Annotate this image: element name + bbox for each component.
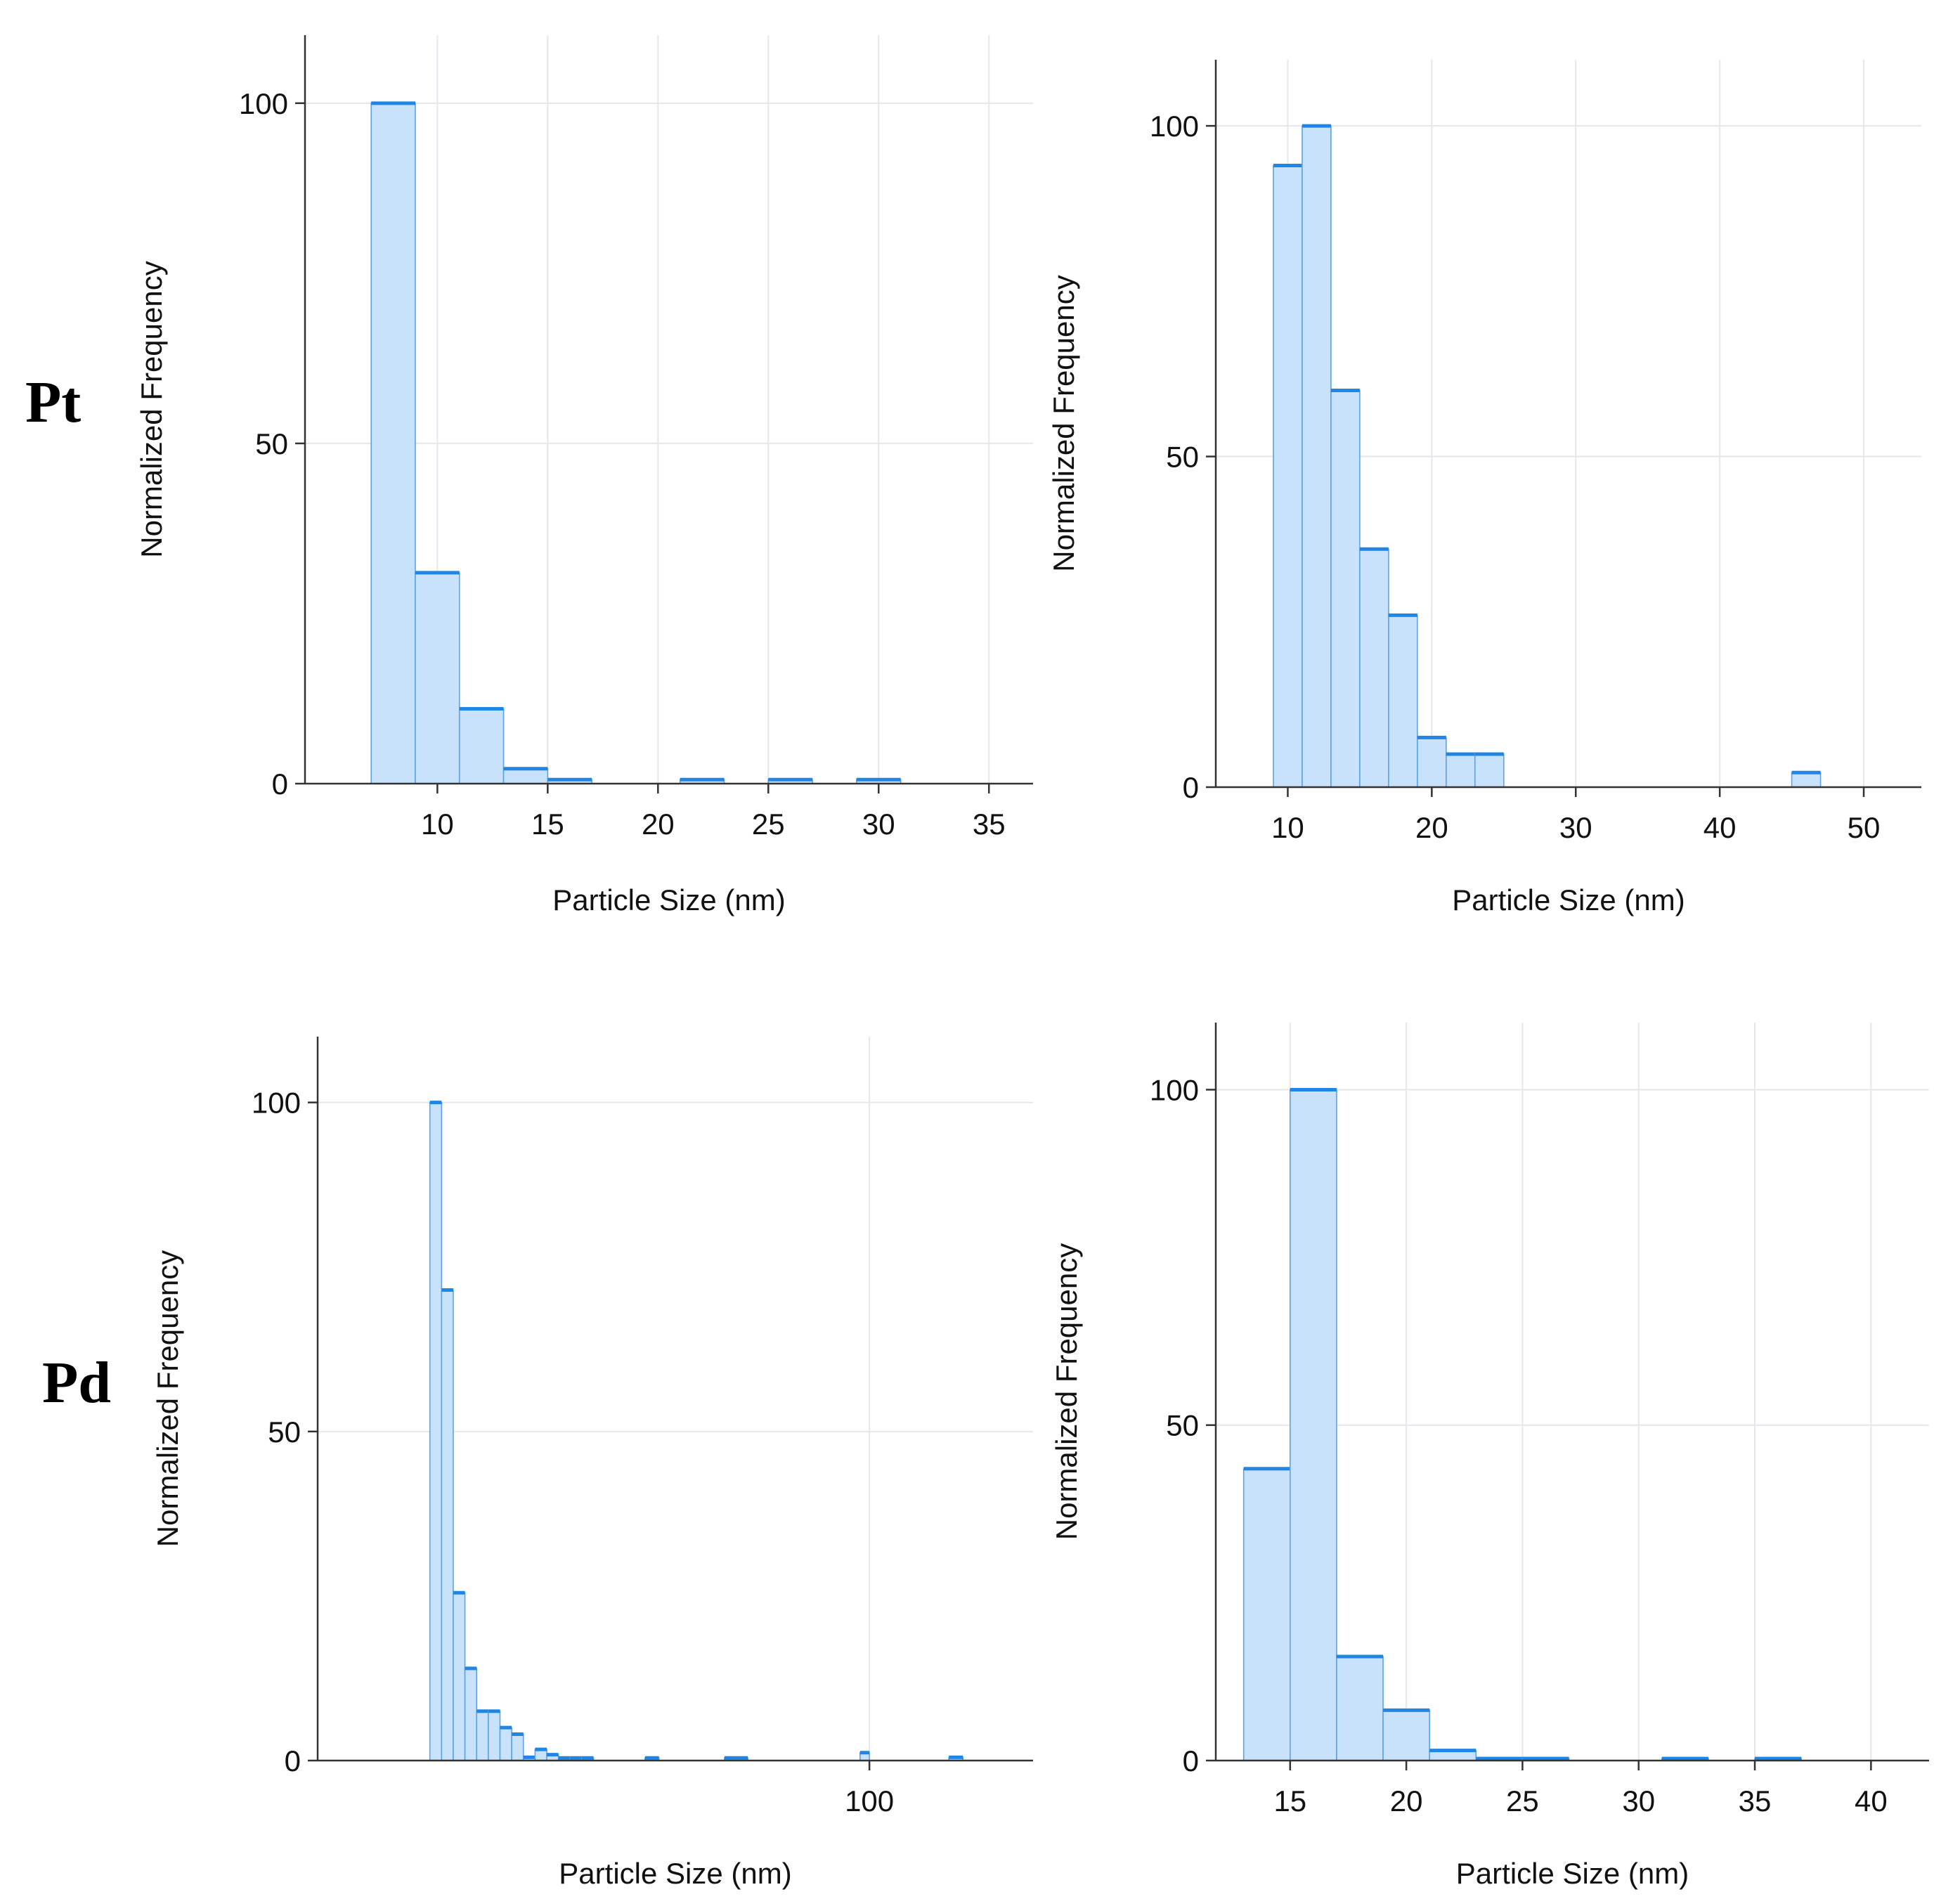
y-axis-title: Normalized Frequency xyxy=(151,1250,184,1548)
x-tick-label: 20 xyxy=(642,808,675,841)
row-label-pd: Pd xyxy=(42,1350,111,1415)
histogram-bar xyxy=(1474,753,1505,788)
histogram-bar xyxy=(488,1710,501,1761)
y-axis-title: Normalized Frequency xyxy=(1050,1243,1083,1541)
histogram-bar xyxy=(441,1289,454,1761)
histogram-bar xyxy=(415,572,460,784)
x-tick-label: 20 xyxy=(1390,1784,1423,1817)
x-axis-title: Particle Size (nm) xyxy=(552,883,785,916)
histogram-bar xyxy=(429,1101,443,1761)
x-tick-label: 20 xyxy=(1415,811,1448,844)
x-axis-title: Particle Size (nm) xyxy=(559,1857,791,1890)
x-tick-label: 25 xyxy=(752,808,785,841)
y-tick-label: 100 xyxy=(1150,1073,1199,1106)
y-tick-label: 50 xyxy=(1166,441,1199,474)
histogram-bar xyxy=(1382,1709,1430,1761)
x-tick-label: 40 xyxy=(1703,811,1737,844)
histogram-bar xyxy=(511,1733,524,1761)
histogram-bar xyxy=(370,103,416,784)
x-tick-label: 50 xyxy=(1848,811,1881,844)
histogram-bar xyxy=(1302,125,1332,788)
histogram-bar xyxy=(453,1592,466,1761)
histogram-bar xyxy=(1289,1089,1337,1761)
y-tick-label: 50 xyxy=(1166,1409,1199,1442)
x-tick-label: 15 xyxy=(1273,1784,1306,1817)
histogram-pt-right: 0 50 100 10 20 30 40 50 Particle Size (nm) Normal… xyxy=(1047,60,1921,916)
histogram-bar xyxy=(1446,753,1476,788)
y-tick-label: 100 xyxy=(252,1087,301,1120)
x-tick-label: 10 xyxy=(421,808,454,841)
histogram-bar xyxy=(499,1727,512,1761)
histogram-bar xyxy=(464,1668,478,1761)
x-tick-label: 30 xyxy=(1559,811,1592,844)
histogram-bar xyxy=(1273,164,1303,788)
x-tick-label: 35 xyxy=(973,808,1006,841)
histogram-bar xyxy=(1330,389,1361,788)
x-axis-title: Particle Size (nm) xyxy=(1452,883,1685,916)
x-tick-label: 10 xyxy=(1271,811,1304,844)
histogram-pt-left: 0 50 100 10 15 20 25 30 35 Particle Size (nm) Norm… xyxy=(135,35,1033,916)
histogram-bar xyxy=(1791,772,1822,788)
histogram-bar xyxy=(1388,614,1418,788)
histogram-pd-right: 0 50 100 15 20 25 30 35 40 Particle Size (nm) Norm… xyxy=(1050,1023,1929,1890)
x-tick-label: 15 xyxy=(531,808,564,841)
y-tick-label: 50 xyxy=(255,427,288,460)
y-tick-label: 0 xyxy=(272,767,288,801)
x-tick-label: 30 xyxy=(862,808,895,841)
y-tick-label: 0 xyxy=(285,1744,301,1777)
histogram-bar xyxy=(1417,737,1447,788)
y-axis-title: Normalized Frequency xyxy=(1047,275,1080,572)
histogram-bar xyxy=(1359,548,1389,788)
row-label-pt: Pt xyxy=(25,370,81,435)
x-axis-title: Particle Size (nm) xyxy=(1456,1857,1689,1890)
x-tick-label: 100 xyxy=(845,1784,894,1817)
y-tick-label: 50 xyxy=(268,1415,301,1448)
histogram-bar xyxy=(476,1710,489,1761)
x-tick-label: 25 xyxy=(1506,1784,1539,1817)
x-tick-label: 35 xyxy=(1739,1784,1772,1817)
histogram-bar xyxy=(1242,1467,1291,1761)
y-tick-label: 100 xyxy=(1150,110,1199,143)
histogram-bar xyxy=(502,767,549,784)
y-axis-title: Normalized Frequency xyxy=(135,261,168,558)
x-tick-label: 40 xyxy=(1855,1784,1888,1817)
histogram-pd-left: 0 50 100 100 Particle Size (nm) Normalized Fr… xyxy=(151,1037,1033,1890)
histogram-bar xyxy=(1336,1656,1384,1761)
histogram-bar xyxy=(458,708,505,784)
x-tick-label: 30 xyxy=(1622,1784,1655,1817)
y-tick-label: 0 xyxy=(1183,1744,1199,1777)
y-tick-label: 0 xyxy=(1183,771,1199,804)
y-tick-label: 100 xyxy=(239,87,288,120)
